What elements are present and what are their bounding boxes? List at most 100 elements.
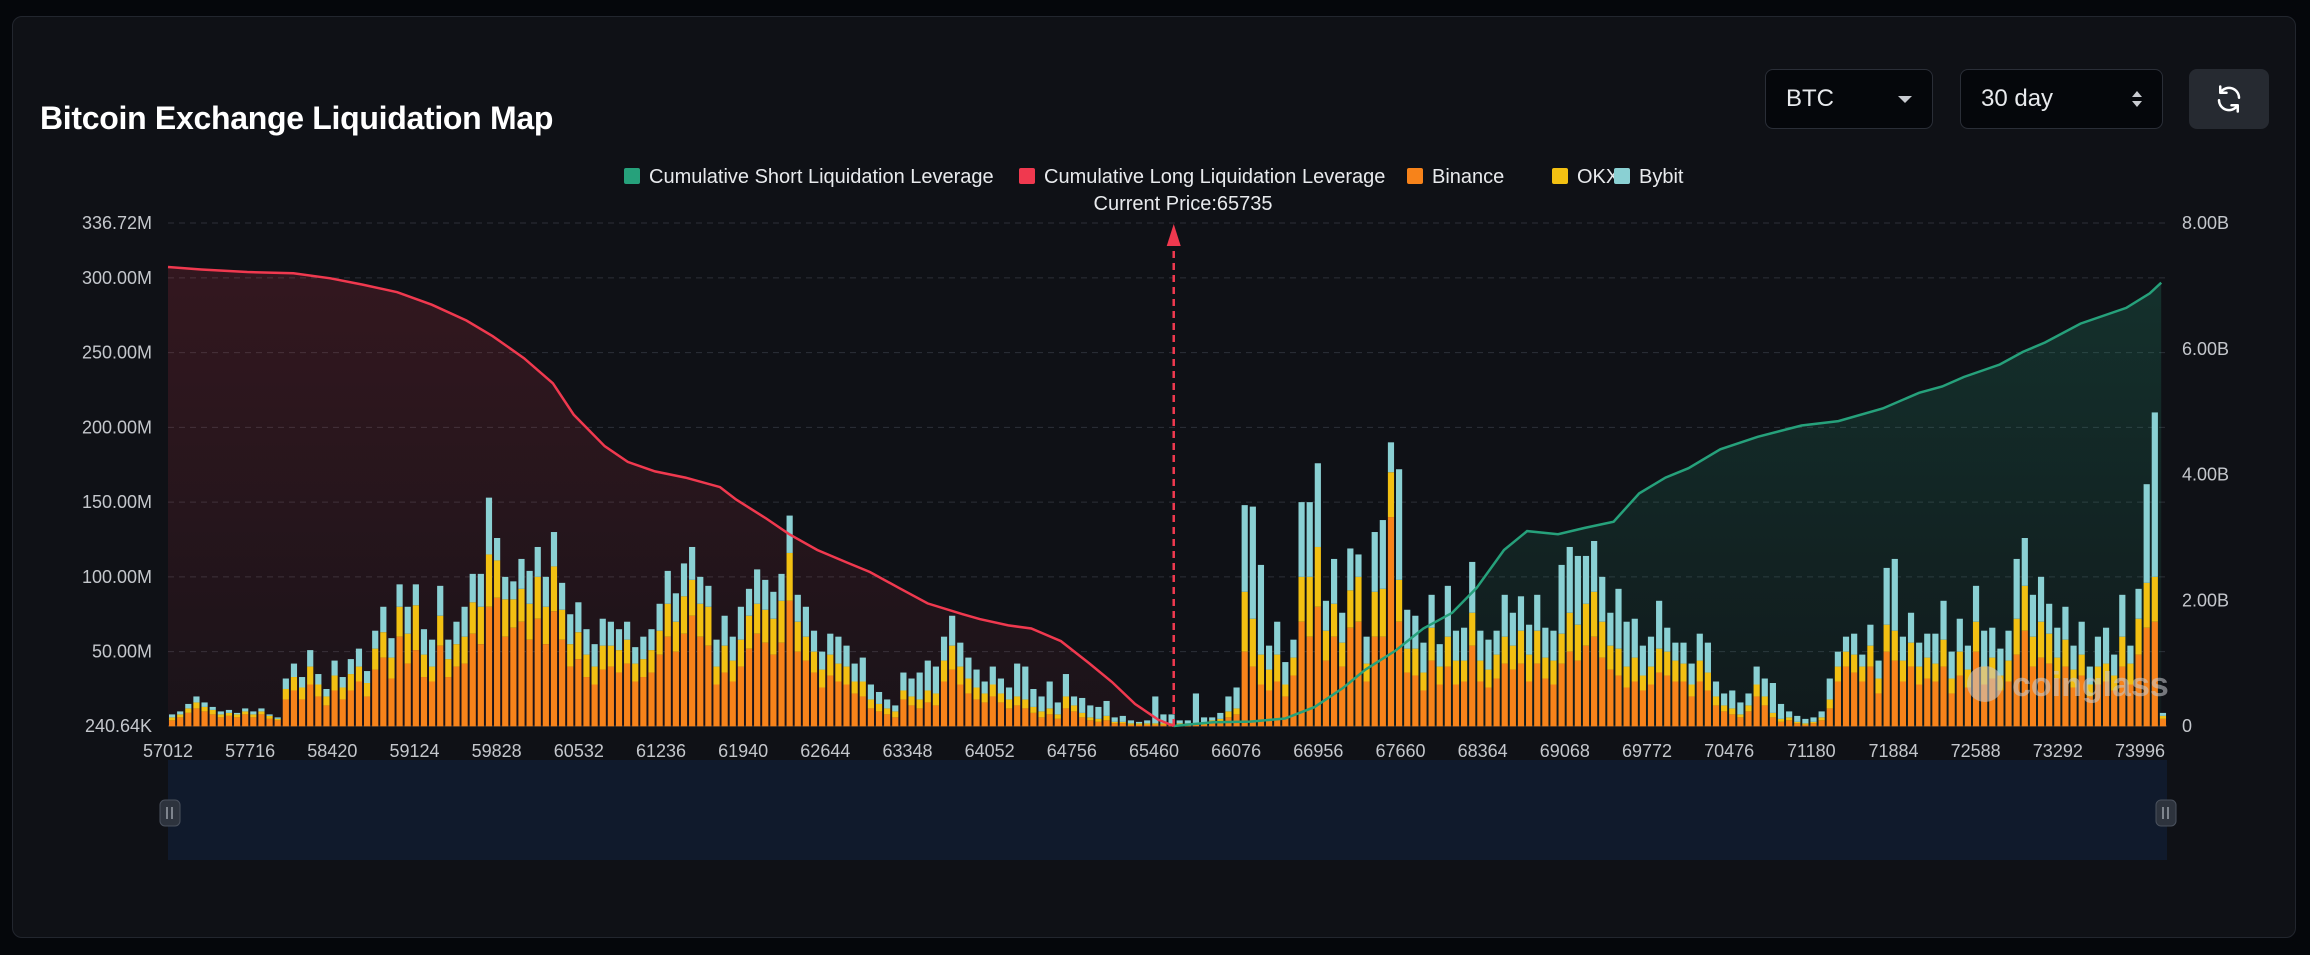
bar-stack[interactable] (908, 678, 915, 727)
bar-stack[interactable] (1103, 700, 1110, 727)
bar-stack[interactable] (1331, 558, 1338, 727)
bar-stack[interactable] (778, 573, 785, 727)
bar-stack[interactable] (624, 621, 631, 727)
bar-stack[interactable] (1940, 600, 1947, 727)
period-select[interactable]: 30 day (1960, 69, 2163, 129)
bar-stack[interactable] (2119, 594, 2126, 727)
bar-stack[interactable] (225, 709, 233, 727)
bar-stack[interactable] (819, 651, 826, 727)
bar-stack[interactable] (770, 591, 777, 727)
bar-stack[interactable] (672, 593, 679, 727)
bar-stack[interactable] (615, 629, 623, 727)
bar-stack[interactable] (380, 606, 387, 727)
bar-stack[interactable] (810, 630, 818, 727)
bar-stack[interactable] (745, 588, 753, 727)
bar-stack[interactable] (1875, 660, 1882, 727)
bar-stack[interactable] (1851, 633, 1858, 727)
bar-stack[interactable] (1810, 717, 1817, 727)
bar-stack[interactable] (1144, 720, 1151, 727)
bar-stack[interactable] (2054, 627, 2061, 727)
zoom-handle-right[interactable] (2155, 799, 2177, 827)
bar-stack[interactable] (1363, 636, 1370, 727)
bar-stack[interactable] (550, 532, 558, 727)
legend-item-2[interactable]: Binance (1407, 166, 1504, 188)
bar-stack[interactable] (1664, 627, 1671, 727)
bar-stack[interactable] (1005, 687, 1013, 727)
bar-stack[interactable] (1867, 624, 1874, 727)
bar-stack[interactable] (1753, 666, 1760, 727)
bar-stack[interactable] (1428, 594, 1435, 727)
bar-stack[interactable] (2070, 645, 2077, 727)
bar-stack[interactable] (827, 633, 834, 727)
bar-stack[interactable] (1322, 600, 1330, 727)
bar-stack[interactable] (1891, 558, 1898, 727)
bar-stack[interactable] (1404, 609, 1411, 727)
bar-stack[interactable] (737, 606, 744, 727)
bar-stack[interactable] (1558, 564, 1565, 727)
bar-stack[interactable] (355, 648, 363, 727)
bar-stack[interactable] (1030, 688, 1037, 727)
bar-stack[interactable] (258, 708, 265, 727)
bar-stack[interactable] (1265, 645, 1273, 727)
bar-stack[interactable] (1290, 639, 1297, 727)
bar-stack[interactable] (1623, 621, 1630, 727)
bar-stack[interactable] (1160, 714, 1167, 727)
bar-stack[interactable] (1257, 564, 1265, 727)
bar-stack[interactable] (1396, 469, 1403, 727)
bar-stack[interactable] (851, 663, 858, 727)
bar-stack[interactable] (1314, 463, 1321, 727)
bar-stack[interactable] (1087, 705, 1094, 727)
bar-stack[interactable] (1599, 576, 1606, 727)
bar-stack[interactable] (1469, 561, 1476, 727)
bar-stack[interactable] (315, 674, 322, 727)
bar-stack[interactable] (1932, 633, 1939, 727)
bar-stack[interactable] (599, 618, 606, 727)
bar-stack[interactable] (404, 606, 411, 727)
bar-stack[interactable] (697, 576, 704, 727)
bar-stack[interactable] (1834, 651, 1841, 727)
bar-stack[interactable] (2102, 627, 2110, 727)
bar-stack[interactable] (2029, 594, 2037, 727)
bar-stack[interactable] (494, 538, 501, 727)
bar-stack[interactable] (177, 711, 184, 727)
bar-stack[interactable] (1761, 678, 1768, 727)
bar-stack[interactable] (1233, 687, 1240, 727)
bar-stack[interactable] (1014, 663, 1021, 727)
bar-stack[interactable] (1217, 712, 1224, 727)
bar-stack[interactable] (526, 570, 533, 727)
bar-stack[interactable] (1526, 624, 1533, 727)
bar-stack[interactable] (664, 570, 671, 727)
bar-stack[interactable] (859, 657, 866, 727)
zoom-slider-track[interactable] (168, 760, 2167, 860)
bar-stack[interactable] (1477, 630, 1484, 727)
bar-stack[interactable] (559, 582, 566, 727)
bar-stack[interactable] (518, 558, 525, 727)
bar-stack[interactable] (485, 497, 493, 727)
bar-stack[interactable] (193, 696, 200, 727)
bar-stack[interactable] (924, 660, 931, 727)
bar-stack[interactable] (648, 629, 655, 727)
bar-stack[interactable] (721, 615, 728, 727)
bar-stack[interactable] (1095, 706, 1102, 727)
bar-stack[interactable] (1737, 702, 1744, 727)
bar-stack[interactable] (1712, 681, 1720, 727)
bar-stack[interactable] (1534, 594, 1541, 727)
bar-stack[interactable] (2111, 654, 2118, 727)
zoom-slider[interactable] (159, 760, 2177, 860)
bar-stack[interactable] (2094, 636, 2102, 727)
bar-stack[interactable] (1729, 690, 1736, 727)
bar-stack[interactable] (168, 714, 176, 727)
bar-stack[interactable] (932, 666, 939, 727)
bar-stack[interactable] (843, 645, 850, 727)
legend-item-3[interactable]: OKX (1552, 166, 1619, 188)
bar-stack[interactable] (1574, 555, 1581, 727)
bar-stack[interactable] (477, 573, 484, 727)
bar-stack[interactable] (534, 546, 541, 727)
bar-stack[interactable] (372, 630, 379, 727)
bar-stack[interactable] (502, 576, 509, 727)
bar-stack[interactable] (1046, 681, 1053, 727)
bar-stack[interactable] (1339, 612, 1346, 727)
bar-stack[interactable] (233, 712, 241, 727)
bar-stack[interactable] (1842, 636, 1850, 727)
bar-stack[interactable] (209, 706, 216, 727)
